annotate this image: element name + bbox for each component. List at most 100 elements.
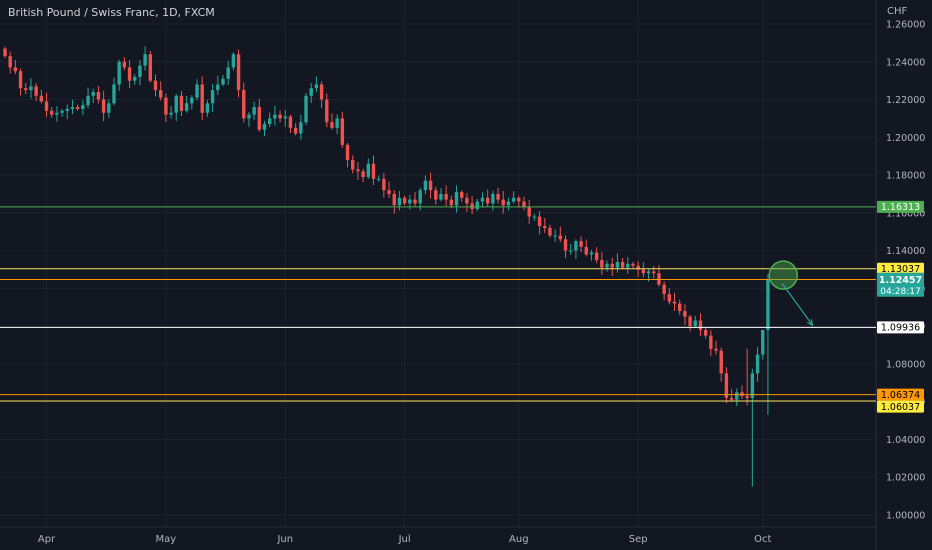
price-tick-label: 1.14000 <box>886 246 925 257</box>
candle-body <box>3 48 7 57</box>
time-tick-label: Aug <box>509 534 529 545</box>
candle-body <box>267 118 272 125</box>
candle-body <box>351 159 355 170</box>
candle-body <box>423 180 428 191</box>
candle-body <box>60 110 64 113</box>
candle-body <box>678 303 682 312</box>
candle-body <box>589 252 594 255</box>
candle-body <box>543 226 547 228</box>
candle-body <box>148 54 153 81</box>
candle-body <box>672 301 677 304</box>
candle-body <box>133 76 137 81</box>
candle-body <box>761 329 765 355</box>
candle-body <box>418 190 422 204</box>
candle-body <box>501 199 505 206</box>
candle-body <box>273 114 277 119</box>
candle-body <box>325 99 329 123</box>
candle-body <box>304 95 308 123</box>
annotation-arrowhead <box>806 319 814 327</box>
candle-body <box>532 216 537 218</box>
annotation-circle <box>768 260 799 290</box>
candle-body <box>626 263 630 268</box>
candle-body <box>688 316 692 327</box>
candle-body <box>319 84 324 100</box>
candle-body <box>24 88 28 91</box>
candle-body <box>408 199 412 204</box>
candle-body <box>252 107 256 115</box>
candle-body <box>470 203 474 210</box>
candle-body <box>330 122 334 128</box>
candle-body <box>174 95 178 113</box>
level-price-tag-label: 1.06037 <box>881 402 920 413</box>
candle-body <box>376 178 381 180</box>
candle-body <box>439 193 443 200</box>
candle-body <box>610 263 614 268</box>
candle-body <box>631 263 635 266</box>
candle-body <box>755 354 760 374</box>
candle-body <box>620 261 625 268</box>
level-price-tag-label: 1.09936 <box>881 323 920 334</box>
candle-body <box>652 271 656 274</box>
candle-body <box>216 84 220 91</box>
candle-body <box>594 252 599 261</box>
candle-body <box>584 246 588 255</box>
candle-body <box>527 207 531 217</box>
candle-body <box>636 265 640 270</box>
candle-body <box>392 193 396 206</box>
price-tick-label: 1.04000 <box>886 435 925 446</box>
candle-body <box>522 201 526 208</box>
candle-body <box>226 67 230 79</box>
candle-body <box>714 348 718 351</box>
candle-body <box>662 284 666 295</box>
candle-body <box>231 54 236 68</box>
candle-body <box>724 373 729 398</box>
candle-body <box>615 261 620 268</box>
level-price-tag-label: 1.16313 <box>881 202 920 213</box>
level-price-tag-label: 1.06374 <box>881 390 920 401</box>
candle-body <box>480 197 485 202</box>
candle-body <box>600 260 604 268</box>
candle-body <box>750 373 755 398</box>
candle-body <box>159 90 163 98</box>
candle-body <box>366 163 370 177</box>
candle-body <box>719 350 723 374</box>
candle-body <box>112 84 116 104</box>
candle-body <box>340 118 345 145</box>
candle-body <box>299 122 303 134</box>
candle-body <box>257 107 262 130</box>
candle-body <box>164 97 168 115</box>
level-price-tag <box>877 400 924 413</box>
candle-body <box>335 118 339 128</box>
candle-body <box>382 178 386 191</box>
candle-body <box>657 273 661 285</box>
candle-body <box>361 171 365 177</box>
level-price-tag-label: 1.13037 <box>881 264 920 275</box>
candle-body <box>18 71 23 89</box>
candle-body <box>75 107 80 109</box>
candle-body <box>65 108 69 111</box>
candle-body <box>81 105 85 109</box>
candle-body <box>283 116 287 119</box>
candle-body <box>242 90 246 119</box>
time-tick-label: May <box>156 534 177 545</box>
time-tick-label: Apr <box>38 534 56 545</box>
candle-body <box>709 335 713 349</box>
candle-body <box>8 56 12 68</box>
candle-body <box>278 114 282 119</box>
level-price-tag <box>877 388 924 401</box>
price-tick-label: 1.16000 <box>886 208 925 219</box>
candle-body <box>288 116 293 128</box>
candle-body <box>454 192 459 206</box>
candle-body <box>579 241 583 247</box>
price-tick-label: 1.24000 <box>886 57 925 68</box>
candle-body <box>39 95 44 102</box>
candle-body <box>703 329 708 336</box>
candle-body <box>506 201 511 206</box>
candle-body <box>247 114 251 119</box>
candle-body <box>13 67 18 72</box>
candle-body <box>221 78 225 85</box>
level-price-tag <box>877 262 924 275</box>
candle-body <box>293 127 298 134</box>
candle-body <box>605 263 609 268</box>
